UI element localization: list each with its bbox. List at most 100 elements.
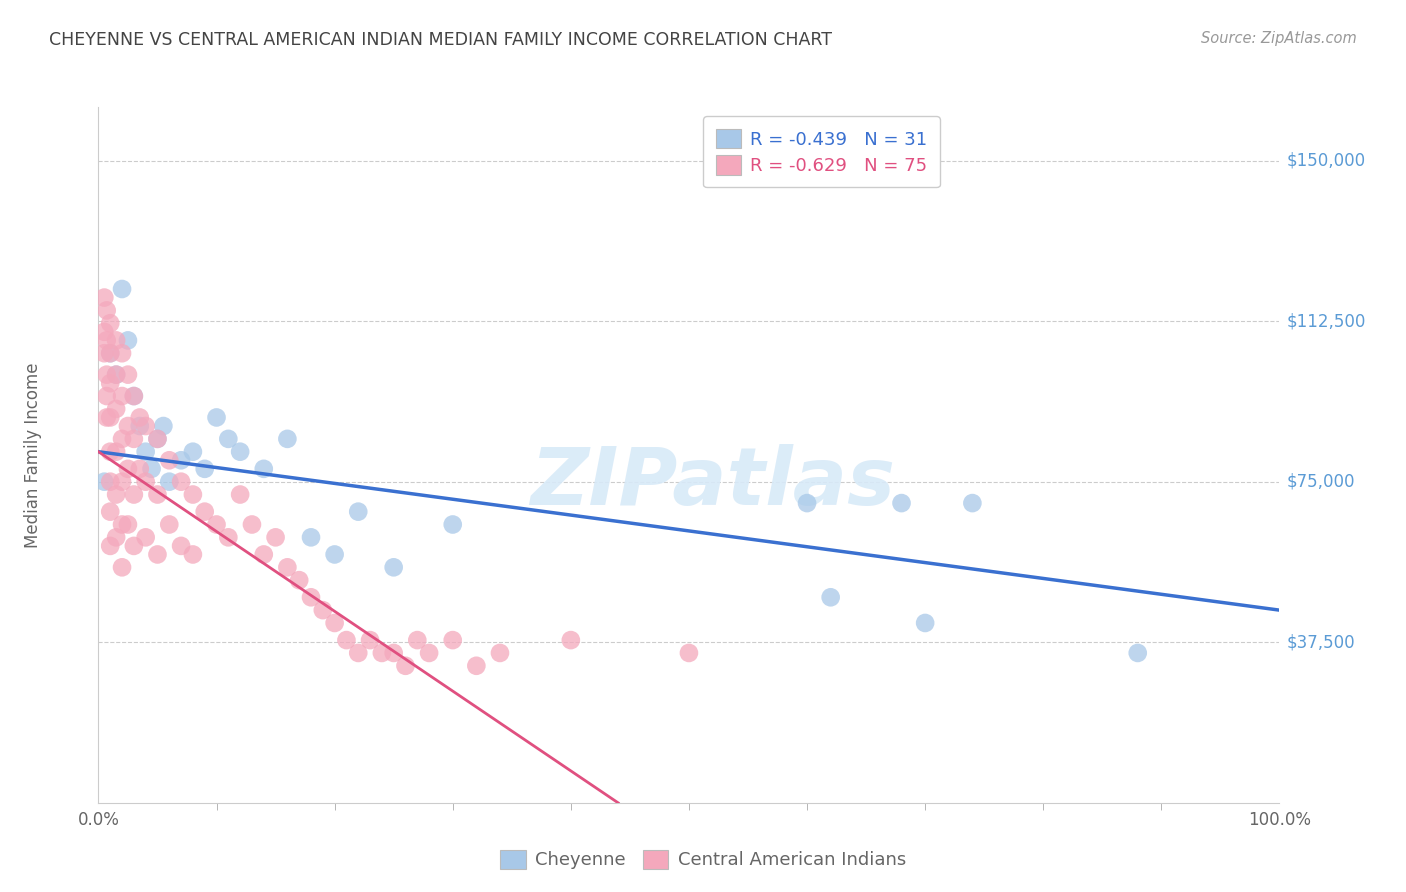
Point	[122, 539, 145, 553]
Point	[105, 444, 128, 458]
Point	[796, 496, 818, 510]
Point	[98, 376, 121, 391]
Point	[253, 548, 276, 562]
Text: $75,000: $75,000	[1286, 473, 1355, 491]
Point	[98, 539, 121, 553]
Point	[181, 487, 204, 501]
Point	[122, 389, 145, 403]
Point	[141, 462, 163, 476]
Point	[394, 658, 416, 673]
Point	[820, 591, 842, 605]
Point	[560, 633, 582, 648]
Point	[93, 475, 115, 489]
Point	[122, 487, 145, 501]
Point	[111, 517, 134, 532]
Point	[105, 368, 128, 382]
Point	[359, 633, 381, 648]
Point	[135, 444, 157, 458]
Point	[217, 530, 239, 544]
Point	[128, 419, 150, 434]
Point	[96, 389, 118, 403]
Point	[146, 432, 169, 446]
Point	[96, 303, 118, 318]
Point	[323, 548, 346, 562]
Text: Source: ZipAtlas.com: Source: ZipAtlas.com	[1201, 31, 1357, 46]
Point	[105, 530, 128, 544]
Point	[146, 548, 169, 562]
Point	[93, 291, 115, 305]
Point	[128, 410, 150, 425]
Point	[93, 325, 115, 339]
Point	[96, 368, 118, 382]
Point	[135, 475, 157, 489]
Point	[96, 334, 118, 348]
Point	[117, 334, 139, 348]
Point	[335, 633, 357, 648]
Point	[157, 475, 180, 489]
Point	[382, 560, 405, 574]
Point	[111, 560, 134, 574]
Point	[371, 646, 394, 660]
Point	[146, 432, 169, 446]
Point	[194, 462, 217, 476]
Point	[288, 573, 311, 587]
Point	[170, 453, 193, 467]
Point	[93, 346, 115, 360]
Point	[170, 539, 193, 553]
Point	[441, 517, 464, 532]
Point	[276, 560, 298, 574]
Point	[205, 410, 228, 425]
Point	[253, 462, 276, 476]
Text: Median Family Income: Median Family Income	[24, 362, 42, 548]
Point	[240, 517, 263, 532]
Point	[441, 633, 464, 648]
Point	[146, 487, 169, 501]
Point	[117, 462, 139, 476]
Point	[418, 646, 440, 660]
Point	[96, 410, 118, 425]
Point	[111, 282, 134, 296]
Point	[312, 603, 335, 617]
Point	[98, 346, 121, 360]
Point	[122, 432, 145, 446]
Point	[347, 646, 370, 660]
Point	[276, 432, 298, 446]
Point	[117, 517, 139, 532]
Point	[1126, 646, 1149, 660]
Text: $112,500: $112,500	[1286, 312, 1365, 330]
Point	[105, 368, 128, 382]
Point	[962, 496, 984, 510]
Point	[181, 444, 204, 458]
Point	[489, 646, 512, 660]
Point	[98, 316, 121, 330]
Point	[170, 475, 193, 489]
Point	[382, 646, 405, 660]
Point	[105, 334, 128, 348]
Point	[98, 505, 121, 519]
Text: $37,500: $37,500	[1286, 633, 1355, 651]
Point	[117, 368, 139, 382]
Point	[105, 487, 128, 501]
Point	[98, 346, 121, 360]
Point	[135, 530, 157, 544]
Point	[465, 658, 488, 673]
Point	[152, 419, 174, 434]
Point	[111, 432, 134, 446]
Point	[299, 591, 322, 605]
Text: $150,000: $150,000	[1286, 152, 1365, 169]
Point	[229, 444, 252, 458]
Text: CHEYENNE VS CENTRAL AMERICAN INDIAN MEDIAN FAMILY INCOME CORRELATION CHART: CHEYENNE VS CENTRAL AMERICAN INDIAN MEDI…	[49, 31, 832, 49]
Point	[264, 530, 287, 544]
Point	[157, 517, 180, 532]
Point	[135, 419, 157, 434]
Point	[111, 346, 134, 360]
Point	[323, 615, 346, 630]
Point	[98, 444, 121, 458]
Point	[217, 432, 239, 446]
Point	[347, 505, 370, 519]
Legend: R = -0.439   N = 31, R = -0.629   N = 75: R = -0.439 N = 31, R = -0.629 N = 75	[703, 116, 939, 187]
Point	[122, 389, 145, 403]
Point	[98, 410, 121, 425]
Point	[914, 615, 936, 630]
Point	[98, 475, 121, 489]
